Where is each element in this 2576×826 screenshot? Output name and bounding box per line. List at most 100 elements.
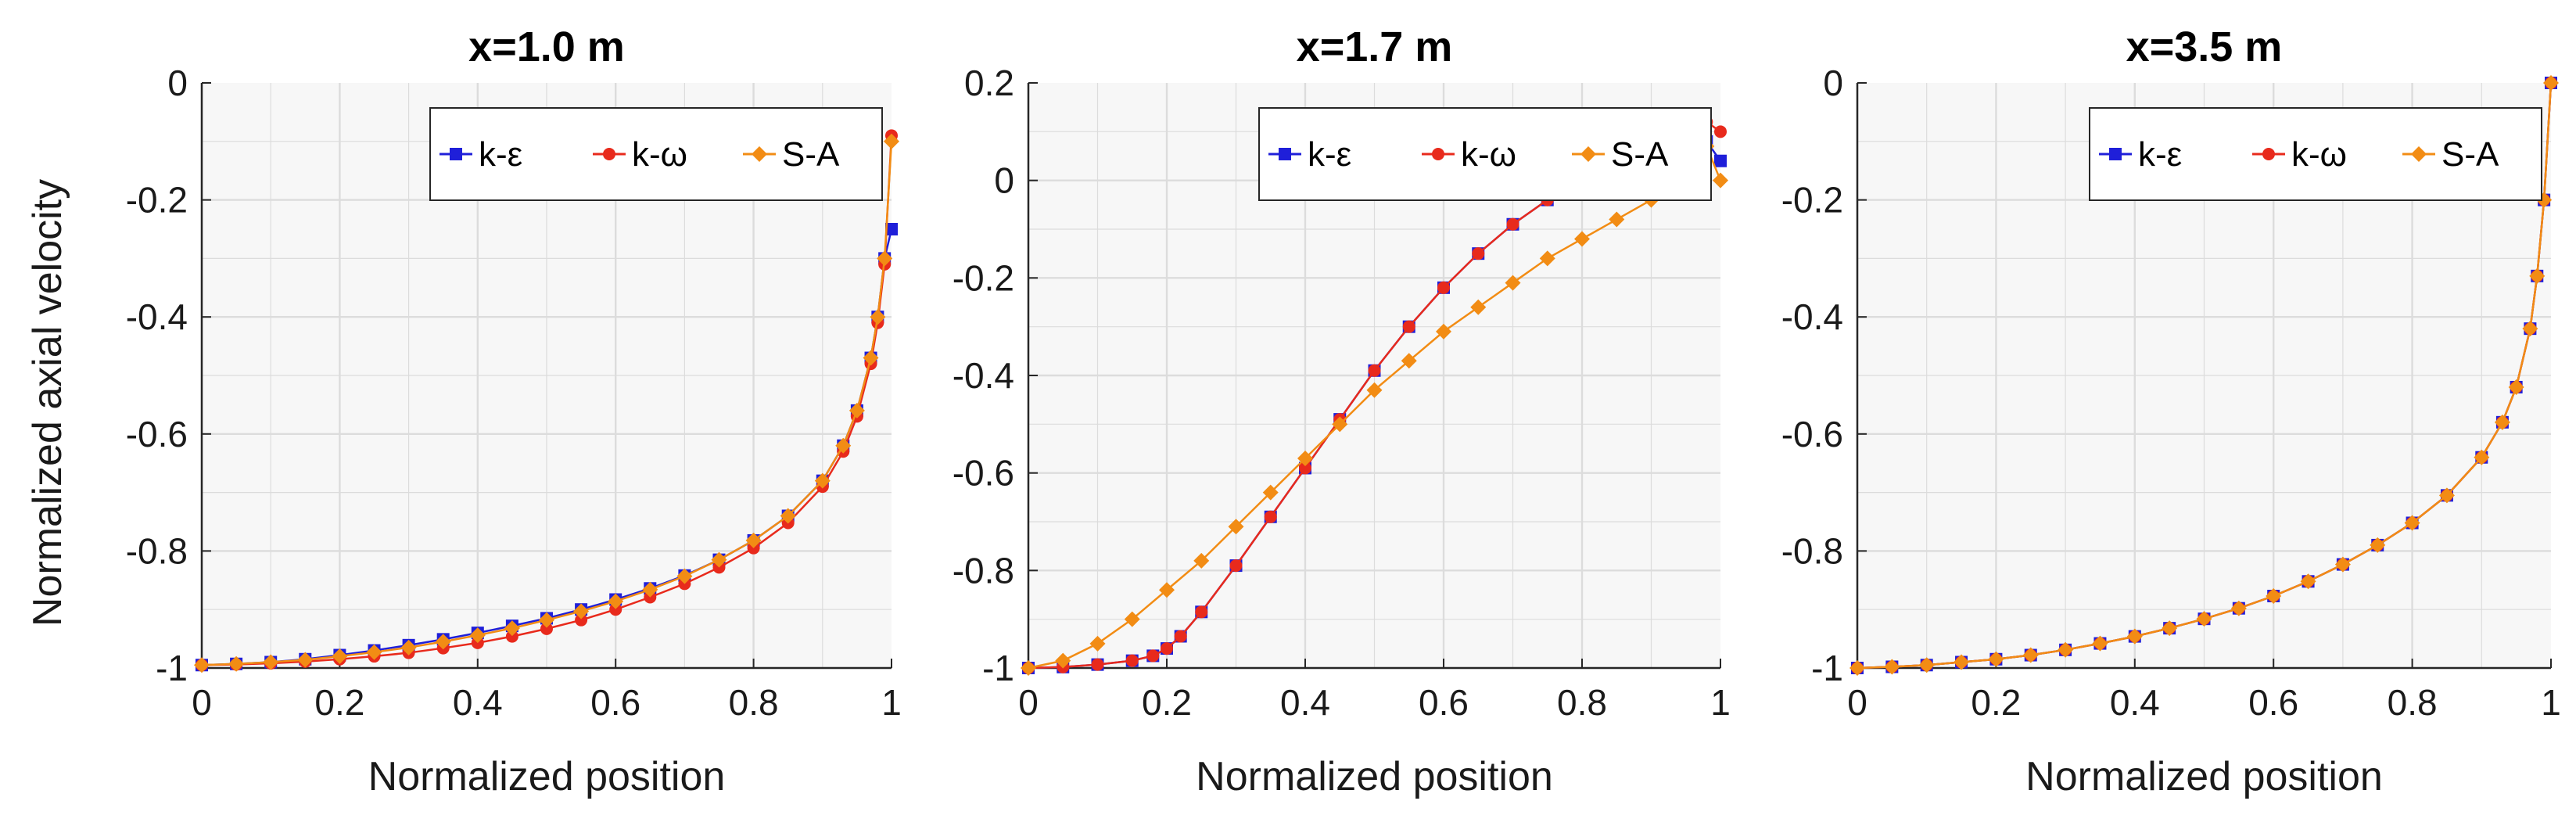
- data-point-s_a: [1055, 652, 1071, 669]
- data-point-s_a: [863, 350, 879, 366]
- data-point-s_a: [2522, 321, 2538, 337]
- data-point-k_omega: [1299, 461, 1311, 475]
- legend-marker-k_omega: [603, 148, 615, 160]
- legend-label-k_epsilon: k-ε: [2138, 135, 2182, 174]
- data-point-s_a: [2508, 379, 2524, 395]
- data-point-s_a: [642, 581, 658, 598]
- series-group: [1849, 75, 2559, 676]
- data-point-k_omega: [1368, 364, 1381, 377]
- y-tick-label: -0.6: [1781, 414, 1843, 454]
- x-tick-label: 0.4: [453, 682, 503, 723]
- y-tick-label: -0.8: [1781, 530, 1843, 571]
- x-tick-label: 1: [2541, 682, 2561, 723]
- data-point-s_a: [1193, 552, 1210, 569]
- chart-title: x=3.5 m: [2126, 23, 2283, 70]
- data-point-s_a: [228, 655, 245, 672]
- data-point-s_a: [435, 634, 451, 650]
- x-tick-label: 0.8: [2388, 682, 2438, 723]
- data-point-s_a: [366, 644, 382, 660]
- legend-marker-k_epsilon: [450, 148, 462, 160]
- x-tick-label: 1: [881, 682, 902, 723]
- legend-marker-k_epsilon: [1279, 148, 1291, 160]
- y-tick-label: 0: [994, 160, 1014, 201]
- legend-marker-s_a: [752, 146, 767, 162]
- data-point-s_a: [1401, 353, 1417, 369]
- data-point-s_a: [1159, 582, 1175, 598]
- data-point-s_a: [608, 593, 624, 609]
- data-point-s_a: [573, 603, 590, 620]
- legend-box: [1258, 107, 1712, 201]
- x-tick-label: 0: [192, 682, 212, 723]
- data-point-s_a: [1918, 657, 1935, 673]
- legend: k-ε k-ω S-A: [1258, 107, 1712, 201]
- chart-title: x=1.7 m: [1297, 23, 1453, 70]
- data-point-s_a: [1884, 659, 1900, 675]
- x-axis-label: Normalized position: [1196, 754, 1553, 799]
- legend-label-s_a: S-A: [2441, 135, 2499, 174]
- data-point-k_omega: [1472, 247, 1485, 260]
- data-point-s_a: [1539, 250, 1555, 267]
- legend-label-k_epsilon: k-ε: [1308, 135, 1351, 174]
- data-point-s_a: [1574, 231, 1590, 247]
- data-point-k_omega: [540, 622, 553, 635]
- data-point-k_omega: [1714, 125, 1727, 138]
- data-point-s_a: [2474, 449, 2490, 465]
- x-axis-label: Normalized position: [2025, 754, 2383, 799]
- series-group: [194, 129, 899, 673]
- x-tick-label: 0.6: [2248, 682, 2298, 723]
- data-point-s_a: [2092, 635, 2108, 652]
- data-point-s_a: [2196, 611, 2212, 627]
- data-point-s_a: [1332, 416, 1348, 433]
- data-point-s_a: [2126, 628, 2143, 645]
- data-point-s_a: [2230, 600, 2247, 616]
- data-point-s_a: [780, 508, 796, 524]
- legend-label-s_a: S-A: [782, 135, 840, 174]
- data-point-s_a: [263, 654, 279, 670]
- y-tick-label: -0.8: [953, 550, 1014, 591]
- data-point-s_a: [469, 627, 486, 644]
- data-point-k_omega: [1091, 658, 1104, 671]
- data-point-k_omega: [1264, 510, 1277, 523]
- y-tick-label: 0: [1823, 63, 1843, 103]
- y-tick-label: -0.6: [953, 453, 1014, 494]
- y-tick-label: -0.2: [126, 180, 188, 221]
- data-point-s_a: [870, 309, 886, 325]
- panels: 0 0.2 0.4 0.6 0.8 1 -1 -0.8 -0.6 -0.4 -0.2 0 x=1.0 m…: [126, 23, 2561, 799]
- data-point-s_a: [2022, 647, 2039, 663]
- data-point-s_a: [1124, 611, 1140, 627]
- data-point-s_a: [2543, 75, 2559, 91]
- data-point-s_a: [1228, 519, 1244, 535]
- data-point-s_a: [504, 620, 520, 637]
- data-point-k_omega: [1161, 642, 1173, 655]
- data-point-s_a: [745, 532, 762, 548]
- legend-label-s_a: S-A: [1611, 135, 1669, 174]
- data-point-s_a: [1609, 211, 1625, 228]
- x-tick-label: 0.2: [314, 682, 364, 723]
- data-point-k_omega: [1174, 630, 1187, 643]
- data-point-s_a: [2529, 268, 2546, 284]
- data-point-k_omega: [1125, 654, 1139, 667]
- data-point-s_a: [711, 551, 727, 568]
- y-tick-label: -0.4: [953, 355, 1014, 396]
- data-point-k_omega: [609, 603, 622, 616]
- data-point-k_omega: [1146, 649, 1160, 663]
- legend-marker-s_a: [2411, 146, 2427, 162]
- data-point-s_a: [539, 612, 554, 628]
- data-point-k_omega: [1229, 559, 1243, 573]
- x-tick-label: 0.8: [1557, 682, 1607, 723]
- data-point-s_a: [1988, 651, 2004, 667]
- y-tick-label: -0.2: [953, 257, 1014, 298]
- x-axis-label: Normalized position: [368, 754, 726, 799]
- data-point-s_a: [835, 437, 852, 454]
- legend: k-ε k-ω S-A: [429, 107, 883, 201]
- legend: k-ε k-ω S-A: [2089, 107, 2542, 201]
- x-tick-label: 0.6: [590, 682, 640, 723]
- x-tick-label: 0.4: [2110, 682, 2160, 723]
- chart-panel-2: 0 0.2 0.4 0.6 0.8 1 -1 -0.8 -0.6 -0.4 -0.2 0 0.2 x=1.…: [953, 23, 1731, 799]
- y-tick-label: -1: [1811, 648, 1843, 688]
- x-tick-label: 0.2: [1142, 682, 1192, 723]
- data-point-s_a: [1021, 660, 1036, 676]
- data-point-s_a: [1089, 635, 1106, 652]
- data-point-s_a: [814, 472, 831, 489]
